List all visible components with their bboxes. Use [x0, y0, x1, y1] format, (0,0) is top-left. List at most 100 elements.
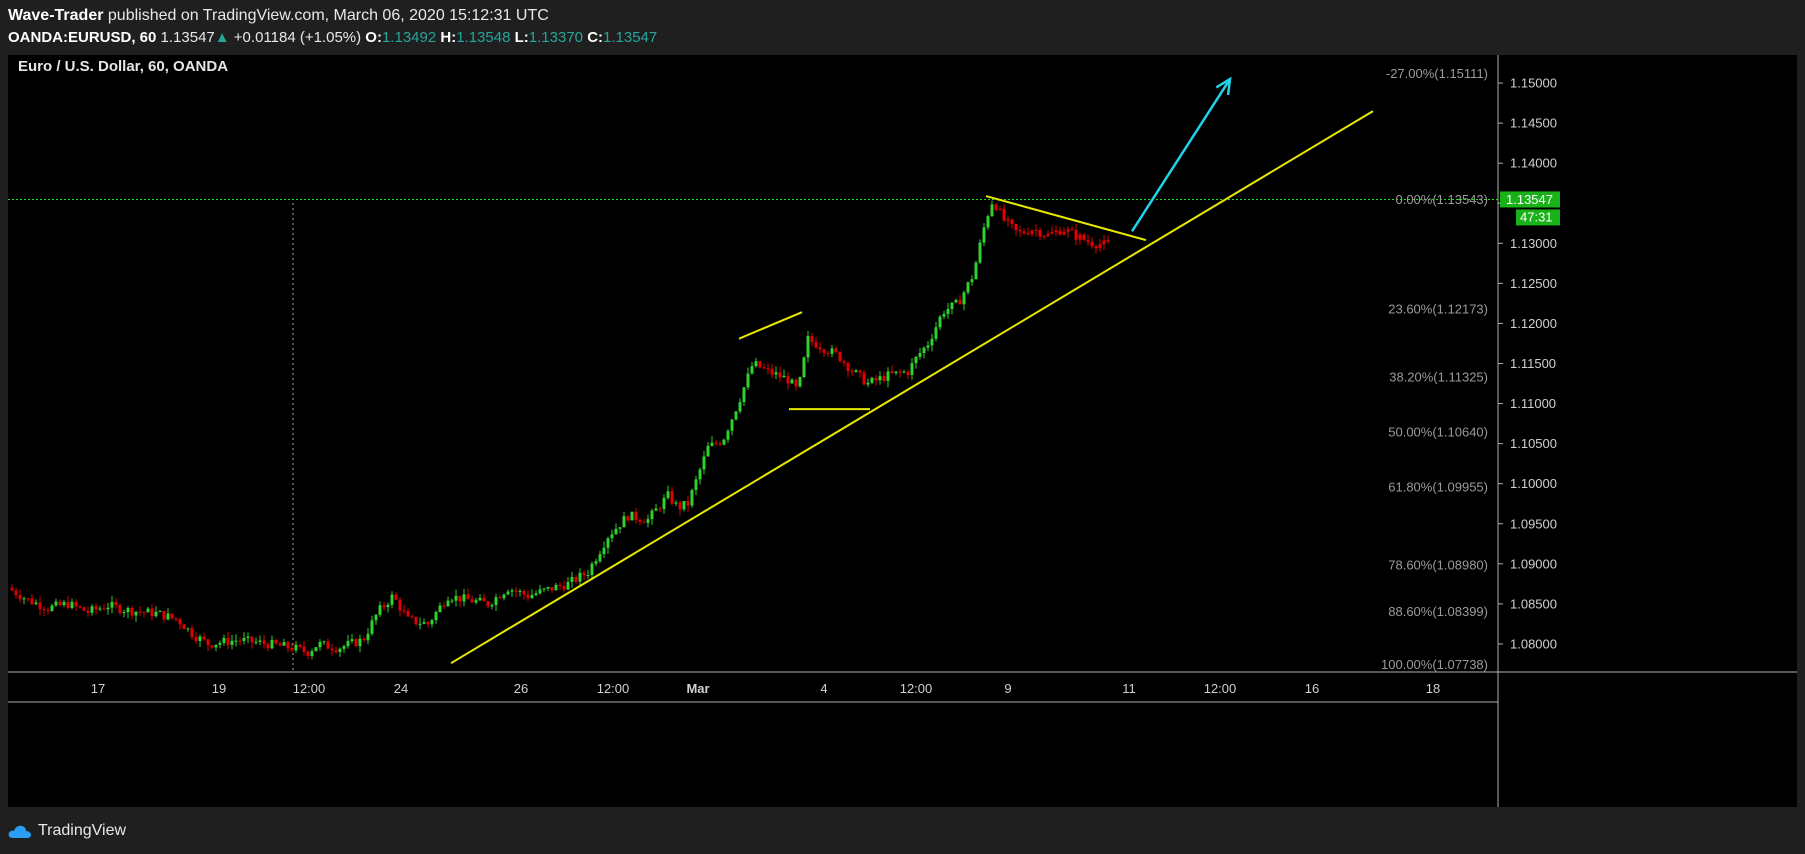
candle-body — [522, 591, 526, 595]
candle-body — [214, 644, 218, 648]
forecast-arrow-shaft — [1130, 78, 1232, 232]
candle-body — [402, 610, 406, 612]
candle-body — [938, 316, 942, 328]
candle-body — [126, 608, 130, 613]
candle-body — [698, 469, 702, 480]
candle-body — [786, 375, 790, 384]
candle-body — [14, 590, 18, 596]
candle-body — [986, 216, 990, 228]
candle-body — [910, 363, 914, 375]
chart-title: Euro / U.S. Dollar, 60, OANDA — [18, 58, 228, 75]
candle-body — [418, 623, 422, 625]
publish-text: published on TradingView.com, March 06, … — [107, 7, 549, 24]
candle-body — [242, 637, 246, 642]
time-tick-label: 4 — [820, 681, 827, 696]
candle-body — [182, 624, 186, 630]
candle-body — [610, 534, 614, 539]
candle-body — [810, 336, 814, 342]
candle-body — [582, 572, 586, 576]
candle-body — [730, 419, 734, 431]
price-tick-label: 1.12000 — [1510, 316, 1557, 331]
candle-body — [438, 605, 442, 613]
candle-body — [1014, 223, 1018, 231]
candle-body — [954, 299, 958, 303]
candle-body — [942, 314, 946, 317]
candle-body — [258, 640, 262, 642]
tradingview-logo[interactable]: TradingView — [8, 822, 126, 840]
candle-body — [890, 371, 894, 374]
candle-body — [806, 336, 810, 358]
candle-body — [466, 594, 470, 600]
candle-body — [1086, 239, 1090, 242]
candle-body — [442, 605, 446, 607]
candle-body — [86, 610, 90, 613]
candle-body — [754, 361, 758, 367]
price-chart[interactable]: Euro / U.S. Dollar, 60, OANDA -27.00%(1.… — [8, 55, 1797, 807]
candle-body — [326, 641, 330, 649]
candle-body — [174, 618, 178, 620]
candle-body — [106, 607, 110, 610]
candle-body — [338, 648, 342, 653]
candle-body — [462, 594, 466, 602]
candle-body — [346, 641, 350, 647]
author-name[interactable]: Wave-Trader — [8, 7, 104, 24]
candle-body — [738, 402, 742, 412]
candle-body — [430, 620, 434, 625]
candle-body — [162, 610, 166, 620]
candle-body — [906, 371, 910, 375]
candle-body — [814, 341, 818, 348]
candle-body — [302, 646, 306, 652]
candle-body — [830, 348, 834, 354]
candle-body — [826, 352, 830, 354]
candle-body — [266, 643, 270, 649]
fib-level-label: 61.80%(1.09955) — [1388, 479, 1488, 494]
candle-body — [446, 600, 450, 607]
candle-body — [154, 611, 158, 617]
candle-body — [142, 612, 146, 614]
candle-body — [538, 589, 542, 594]
candle-body — [958, 299, 962, 305]
candle-body — [362, 638, 366, 641]
price-tick-label: 1.10500 — [1510, 436, 1557, 451]
candle-body — [634, 511, 638, 520]
candle-body — [834, 348, 838, 352]
candle-body — [638, 519, 642, 522]
candle-body — [1058, 230, 1062, 235]
time-tick-label: 18 — [1426, 681, 1440, 696]
tradingview-cloud-icon — [8, 825, 31, 838]
candle-body — [870, 377, 874, 383]
candle-body — [586, 575, 590, 577]
candle-body — [386, 604, 390, 608]
low-label: L: — [514, 29, 529, 46]
candle-body — [26, 598, 30, 600]
main-uptrend-line — [450, 110, 1374, 665]
symbol-label: OANDA:EURUSD, 60 — [8, 29, 157, 46]
price-axis[interactable]: 1.150001.145001.140001.135001.130001.125… — [1498, 76, 1560, 652]
candle-body — [654, 508, 658, 511]
candle-body — [54, 601, 58, 606]
price-tick-label: 1.09500 — [1510, 516, 1557, 531]
candle-body — [850, 370, 854, 372]
candle-body — [758, 361, 762, 368]
fib-level-label: 88.60%(1.08399) — [1388, 604, 1488, 619]
time-tick-label: 19 — [212, 681, 226, 696]
candle-body — [950, 302, 954, 310]
candle-body — [490, 604, 494, 607]
candle-body — [614, 528, 618, 535]
fib-level-label: -27.00%(1.15111) — [1386, 66, 1488, 81]
candle-body — [926, 345, 930, 348]
candle-body — [978, 242, 982, 263]
candle-body — [790, 379, 794, 384]
candle-body — [510, 590, 514, 592]
time-axis[interactable]: 17 19 12:00 24 26 12:00 Mar 4 12:00 9 11 12:00 16 18 — [91, 681, 1440, 696]
candle-body — [694, 479, 698, 491]
candle-body — [1066, 229, 1070, 232]
chart-area[interactable]: Euro / U.S. Dollar, 60, OANDA -27.00%(1.… — [8, 55, 1797, 807]
candle-body — [750, 366, 754, 374]
time-tick-label: 12:00 — [900, 681, 933, 696]
candle-body — [434, 612, 438, 621]
plot-frame — [8, 55, 1797, 807]
low-value: 1.13370 — [528, 29, 584, 46]
candle-body — [530, 594, 534, 599]
candle-body — [702, 456, 706, 470]
